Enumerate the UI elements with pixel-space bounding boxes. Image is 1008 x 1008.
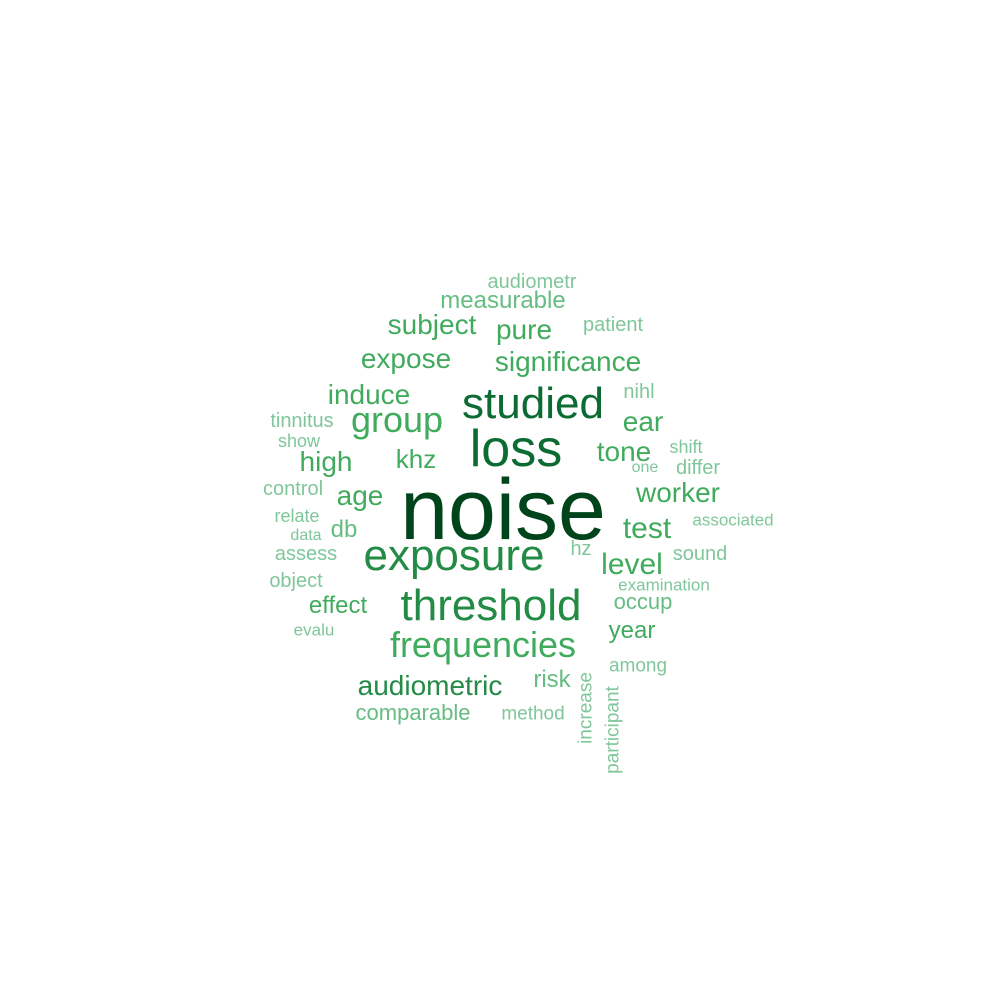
word-show: show <box>277 431 321 451</box>
word-sound: sound <box>672 543 728 565</box>
word-frequencies: frequencies <box>389 624 577 665</box>
word-significance: significance <box>494 346 642 377</box>
word-age: age <box>336 480 384 511</box>
word-method: method <box>501 703 565 725</box>
word-loss: loss <box>469 420 563 478</box>
word-audiometr: audiometr <box>487 271 577 293</box>
word-relate: relate <box>274 506 320 526</box>
word-subject: subject <box>387 309 477 340</box>
word-data: data <box>290 527 322 544</box>
word-khz: khz <box>395 444 437 474</box>
word-comparable: comparable <box>355 700 471 725</box>
word-expose: expose <box>360 343 452 374</box>
word-increase: increase <box>575 672 597 744</box>
word-patient: patient <box>582 314 644 336</box>
word-associated: associated <box>692 510 774 530</box>
word-noise: noise <box>400 462 606 558</box>
word-evalu: evalu <box>293 620 335 640</box>
word-measurable: measurable <box>440 287 566 314</box>
word-occup: occup <box>613 589 673 614</box>
word-one: one <box>631 459 659 476</box>
word-risk: risk <box>533 666 571 693</box>
word-examination: examination <box>618 575 710 595</box>
word-assess: assess <box>274 543 338 565</box>
word-group: group <box>350 399 444 440</box>
word-participant: participant <box>602 686 624 774</box>
word-worker: worker <box>635 477 721 508</box>
word-differ: differ <box>675 457 721 479</box>
word-tinnitus: tinnitus <box>270 410 334 432</box>
word-test: test <box>622 512 672 545</box>
word-studied: studied <box>462 379 604 428</box>
word-audiometric: audiometric <box>357 670 503 701</box>
word-object: object <box>269 570 323 592</box>
word-tone: tone <box>596 436 652 467</box>
word-hz: hz <box>570 538 592 560</box>
word-induce: induce <box>327 379 411 410</box>
word-nihl: nihl <box>623 381 655 403</box>
word-control: control <box>262 478 324 500</box>
word-year: year <box>608 617 656 644</box>
word-pure: pure <box>495 314 553 345</box>
word-among: among <box>608 655 668 677</box>
word-exposure: exposure <box>363 531 545 580</box>
word-high: high <box>299 446 353 477</box>
word-level: level <box>601 548 663 581</box>
word-shift: shift <box>669 437 703 457</box>
word-ear: ear <box>622 406 664 437</box>
word-db: db <box>330 516 358 543</box>
word-threshold: threshold <box>400 581 582 630</box>
word-effect: effect <box>308 592 368 619</box>
